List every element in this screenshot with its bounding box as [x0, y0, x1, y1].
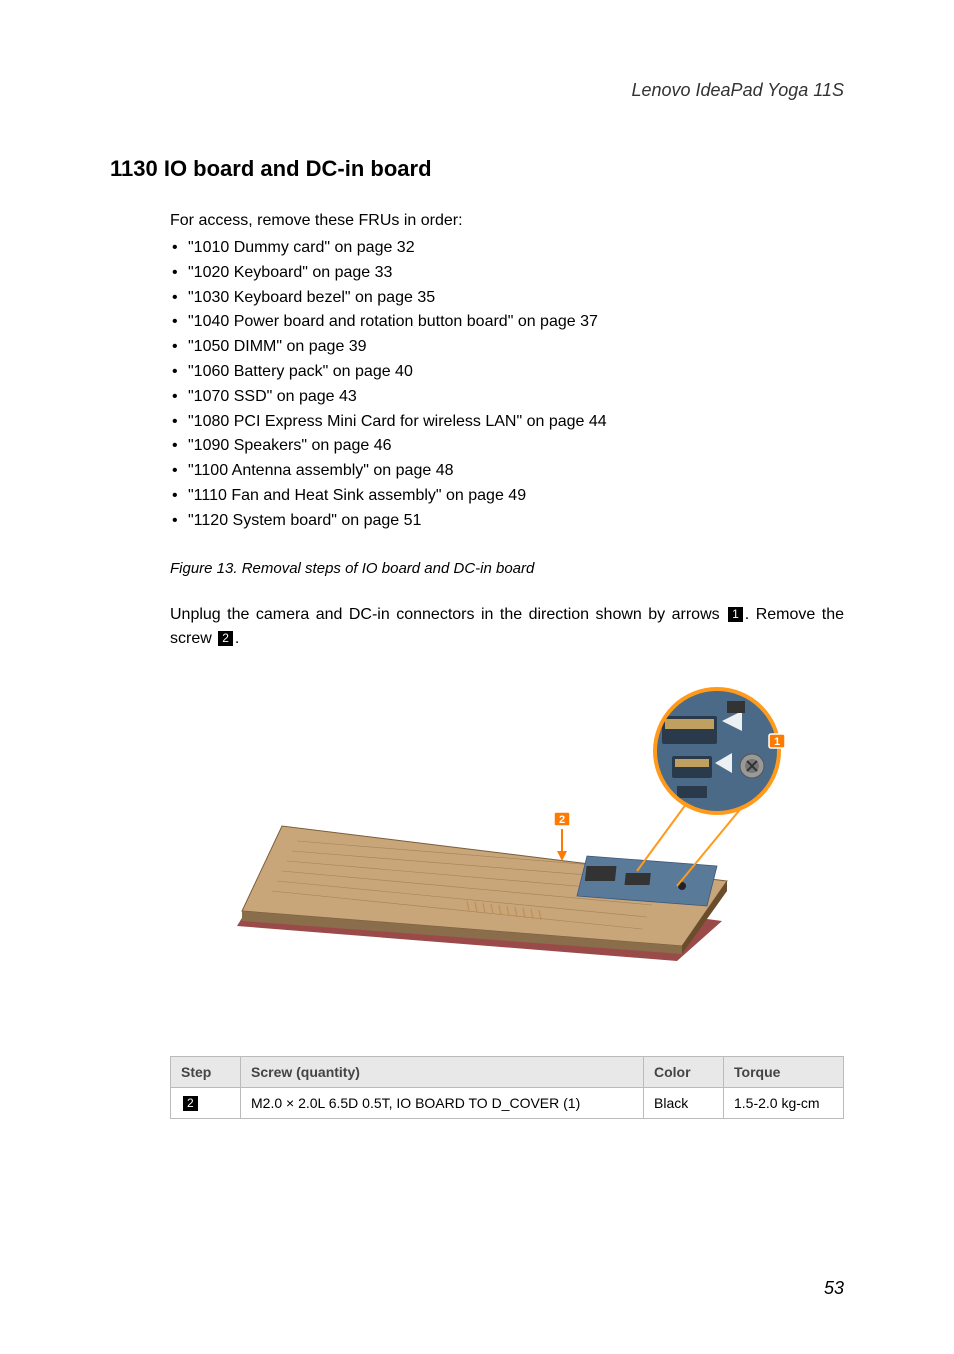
list-item: "1040 Power board and rotation button bo…: [170, 310, 844, 335]
instruction-part: .: [235, 630, 239, 647]
cell-screw: M2.0 × 2.0L 6.5D 0.5T, IO BOARD TO D_COV…: [241, 1087, 644, 1119]
figure-caption: Figure 13. Removal steps of IO board and…: [170, 560, 844, 577]
th-color: Color: [644, 1056, 724, 1087]
step-badge-1: 1: [728, 607, 743, 622]
cell-color: Black: [644, 1087, 724, 1119]
callout-1-icon: 1: [769, 734, 785, 748]
list-item: "1030 Keyboard bezel" on page 35: [170, 286, 844, 311]
intro-text: For access, remove these FRUs in order:: [170, 212, 844, 230]
page-header: Lenovo IdeaPad Yoga 11S: [110, 80, 844, 101]
list-item: "1080 PCI Express Mini Card for wireless…: [170, 410, 844, 435]
list-item: "1120 System board" on page 51: [170, 509, 844, 534]
step-badge-2: 2: [218, 631, 233, 646]
product-name: Lenovo IdeaPad Yoga 11S: [631, 80, 844, 100]
th-step: Step: [171, 1056, 241, 1087]
list-item: "1050 DIMM" on page 39: [170, 335, 844, 360]
svg-text:2: 2: [559, 814, 565, 826]
list-item: "1110 Fan and Heat Sink assembly" on pag…: [170, 484, 844, 509]
list-item: "1010 Dummy card" on page 32: [170, 236, 844, 261]
list-item: "1060 Battery pack" on page 40: [170, 360, 844, 385]
content-block: For access, remove these FRUs in order: …: [170, 212, 844, 1119]
list-item: "1020 Keyboard" on page 33: [170, 261, 844, 286]
cell-step: 2: [171, 1087, 241, 1119]
cell-torque: 1.5-2.0 kg-cm: [724, 1087, 844, 1119]
list-item: "1100 Antenna assembly" on page 48: [170, 459, 844, 484]
removal-diagram: 1 2: [170, 671, 844, 1016]
screw-table: Step Screw (quantity) Color Torque 2 M2.…: [170, 1056, 844, 1120]
step-badge-table: 2: [183, 1096, 198, 1111]
instruction-part: Unplug the camera and DC-in connectors i…: [170, 606, 726, 623]
fru-list: "1010 Dummy card" on page 32 "1020 Keybo…: [170, 236, 844, 534]
th-torque: Torque: [724, 1056, 844, 1087]
page-number: 53: [824, 1278, 844, 1299]
list-item: "1090 Speakers" on page 46: [170, 434, 844, 459]
table-row: 2 M2.0 × 2.0L 6.5D 0.5T, IO BOARD TO D_C…: [171, 1087, 844, 1119]
instruction-text: Unplug the camera and DC-in connectors i…: [170, 603, 844, 651]
section-title: 1130 IO board and DC-in board: [110, 156, 844, 182]
list-item: "1070 SSD" on page 43: [170, 385, 844, 410]
callout-2-icon: 2: [554, 812, 570, 826]
th-screw: Screw (quantity): [241, 1056, 644, 1087]
svg-text:1: 1: [774, 736, 780, 748]
